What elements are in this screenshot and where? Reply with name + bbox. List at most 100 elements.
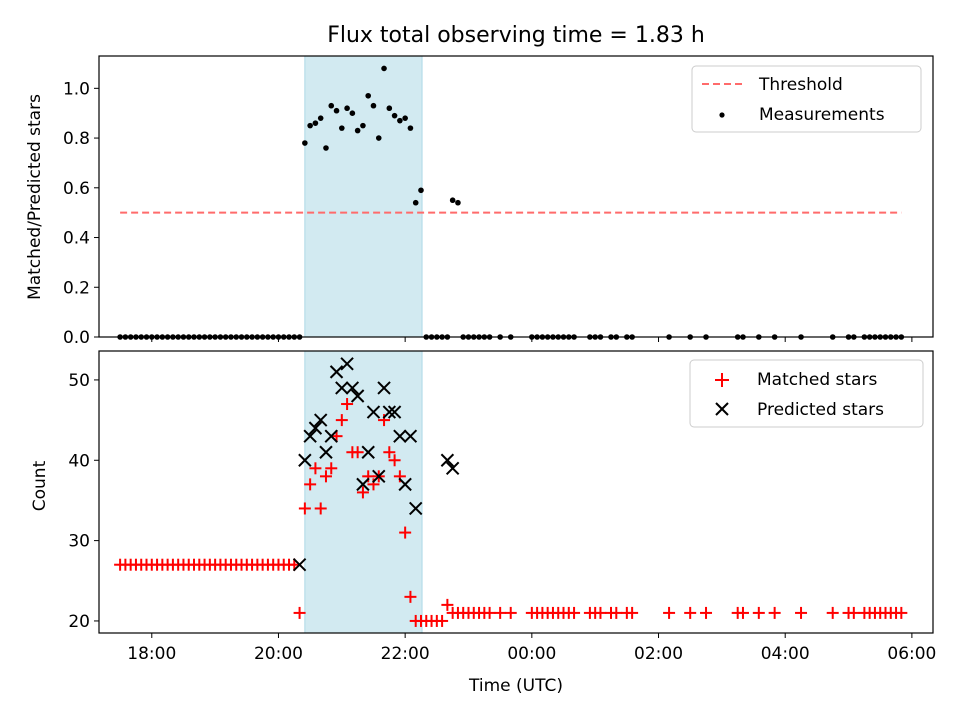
- measurement-point: [328, 102, 335, 109]
- matched-star-marker: [404, 590, 417, 603]
- legend-predicted-label: Predicted stars: [757, 400, 884, 420]
- top-panel: 0.0 0.2 0.4 0.6 0.8 1.0: [63, 55, 934, 348]
- matched-star-marker: [341, 398, 354, 411]
- top-y-tick-label: 1.0: [63, 79, 90, 99]
- measurement-point: [323, 145, 329, 151]
- predicted-star-marker: [303, 429, 317, 443]
- predicted-star-marker: [377, 381, 391, 395]
- x-tick-label: 20:00: [254, 644, 303, 664]
- predicted-star-marker: [403, 429, 418, 443]
- predicted-star-marker: [440, 453, 455, 467]
- predicted-star-marker: [387, 405, 402, 419]
- measurement-point: [344, 105, 350, 112]
- matched-star-marker: [293, 606, 306, 619]
- x-tick-label: 22:00: [381, 644, 430, 664]
- legend-measurements-label: Measurements: [759, 105, 885, 125]
- bottom-legend-box: [689, 359, 924, 428]
- matched-star-marker: [626, 606, 639, 619]
- bottom-y-tick-label: 40: [68, 451, 90, 471]
- x-axis-label: Time (UTC): [468, 676, 563, 696]
- matched-star-marker: [314, 502, 327, 515]
- measurement-point: [397, 117, 403, 124]
- legend-matched-swatch: [715, 373, 729, 387]
- measurement-point: [449, 197, 456, 204]
- measurement-point: [307, 122, 313, 129]
- top-observing-span: [304, 55, 423, 338]
- predicted-star-marker: [409, 501, 423, 516]
- predicted-star-marker: [361, 445, 375, 459]
- predicted-star-marker: [445, 461, 460, 476]
- predicted-star-marker: [398, 477, 412, 492]
- top-y-tick-label: 0.0: [63, 328, 90, 348]
- matched-star-marker: [388, 454, 401, 467]
- measurement-point: [455, 199, 461, 206]
- measurement-point: [407, 125, 414, 131]
- matched-star-marker: [436, 614, 449, 627]
- legend-matched-label: Matched stars: [757, 370, 877, 390]
- matched-star-marker: [298, 502, 311, 515]
- measurement-point: [381, 65, 387, 72]
- matched-star-marker: [736, 606, 749, 619]
- x-tick-label: 04:00: [761, 644, 810, 664]
- bottom-y-axis-label: Count: [30, 460, 50, 511]
- measurement-point: [365, 92, 372, 99]
- matched-star-marker: [304, 478, 317, 491]
- predicted-star-marker: [350, 389, 365, 403]
- matched-star-marker: [441, 598, 454, 611]
- measurement-point: [317, 115, 324, 121]
- predicted-star-marker: [356, 477, 370, 492]
- predicted-star-marker: [313, 413, 328, 427]
- predicted-star-marker: [340, 357, 354, 371]
- measurement-point: [349, 110, 356, 116]
- x-tick-label: 06:00: [887, 644, 936, 664]
- predicted-star-marker: [393, 429, 407, 443]
- matched-star-marker: [383, 446, 396, 459]
- predicted-star-marker: [298, 453, 312, 467]
- predicted-star-marker: [372, 469, 386, 484]
- measurement-point: [375, 135, 382, 141]
- measurement-point: [360, 122, 366, 129]
- matched-star-marker: [610, 606, 623, 619]
- top-y-tick-label: 0.4: [63, 229, 90, 249]
- predicted-star-marker: [329, 365, 344, 379]
- predicted-star-marker: [319, 445, 333, 459]
- legend-threshold-label: Threshold: [758, 75, 843, 95]
- x-tick-label: 00:00: [507, 644, 556, 664]
- matched-star-marker: [335, 414, 348, 427]
- matched-star-marker: [895, 606, 908, 619]
- x-tick-label: 02:00: [634, 644, 683, 664]
- predicted-star-marker: [292, 558, 307, 572]
- measurement-point: [370, 102, 377, 109]
- top-y-axis-label: Matched/Predicted stars: [25, 94, 45, 300]
- matched-star-marker: [663, 606, 676, 619]
- top-legend: Threshold Measurements: [691, 65, 922, 133]
- matched-star-marker: [356, 486, 369, 499]
- matched-star-marker: [826, 606, 839, 619]
- matched-star-marker: [768, 606, 781, 619]
- measurement-point: [418, 187, 424, 194]
- matched-star-marker: [700, 606, 713, 619]
- predicted-star-marker: [366, 405, 381, 419]
- matched-star-marker: [795, 606, 808, 619]
- predicted-star-marker: [308, 421, 323, 435]
- matched-star-marker: [483, 606, 496, 619]
- matched-star-marker: [568, 606, 581, 619]
- bottom-y-tick-label: 30: [68, 532, 90, 552]
- x-tick-label: 18:00: [127, 644, 176, 664]
- matched-star-marker: [494, 606, 507, 619]
- measurement-point: [412, 199, 419, 206]
- legend-predicted-swatch: [715, 402, 729, 416]
- legend-measurements-swatch: [719, 112, 725, 118]
- matched-star-marker: [309, 462, 322, 475]
- measurement-point: [302, 140, 308, 146]
- matched-star-marker: [319, 470, 332, 483]
- matched-star-marker: [594, 606, 607, 619]
- measurement-point: [391, 112, 398, 119]
- bottom-axes-frame: [98, 350, 934, 634]
- matched-star-marker: [504, 606, 517, 619]
- top-y-tick-label: 0.8: [63, 129, 90, 149]
- chart-title: Flux total observing time = 1.83 h: [327, 23, 705, 48]
- matched-star-marker: [684, 606, 697, 619]
- measurement-point: [333, 107, 340, 114]
